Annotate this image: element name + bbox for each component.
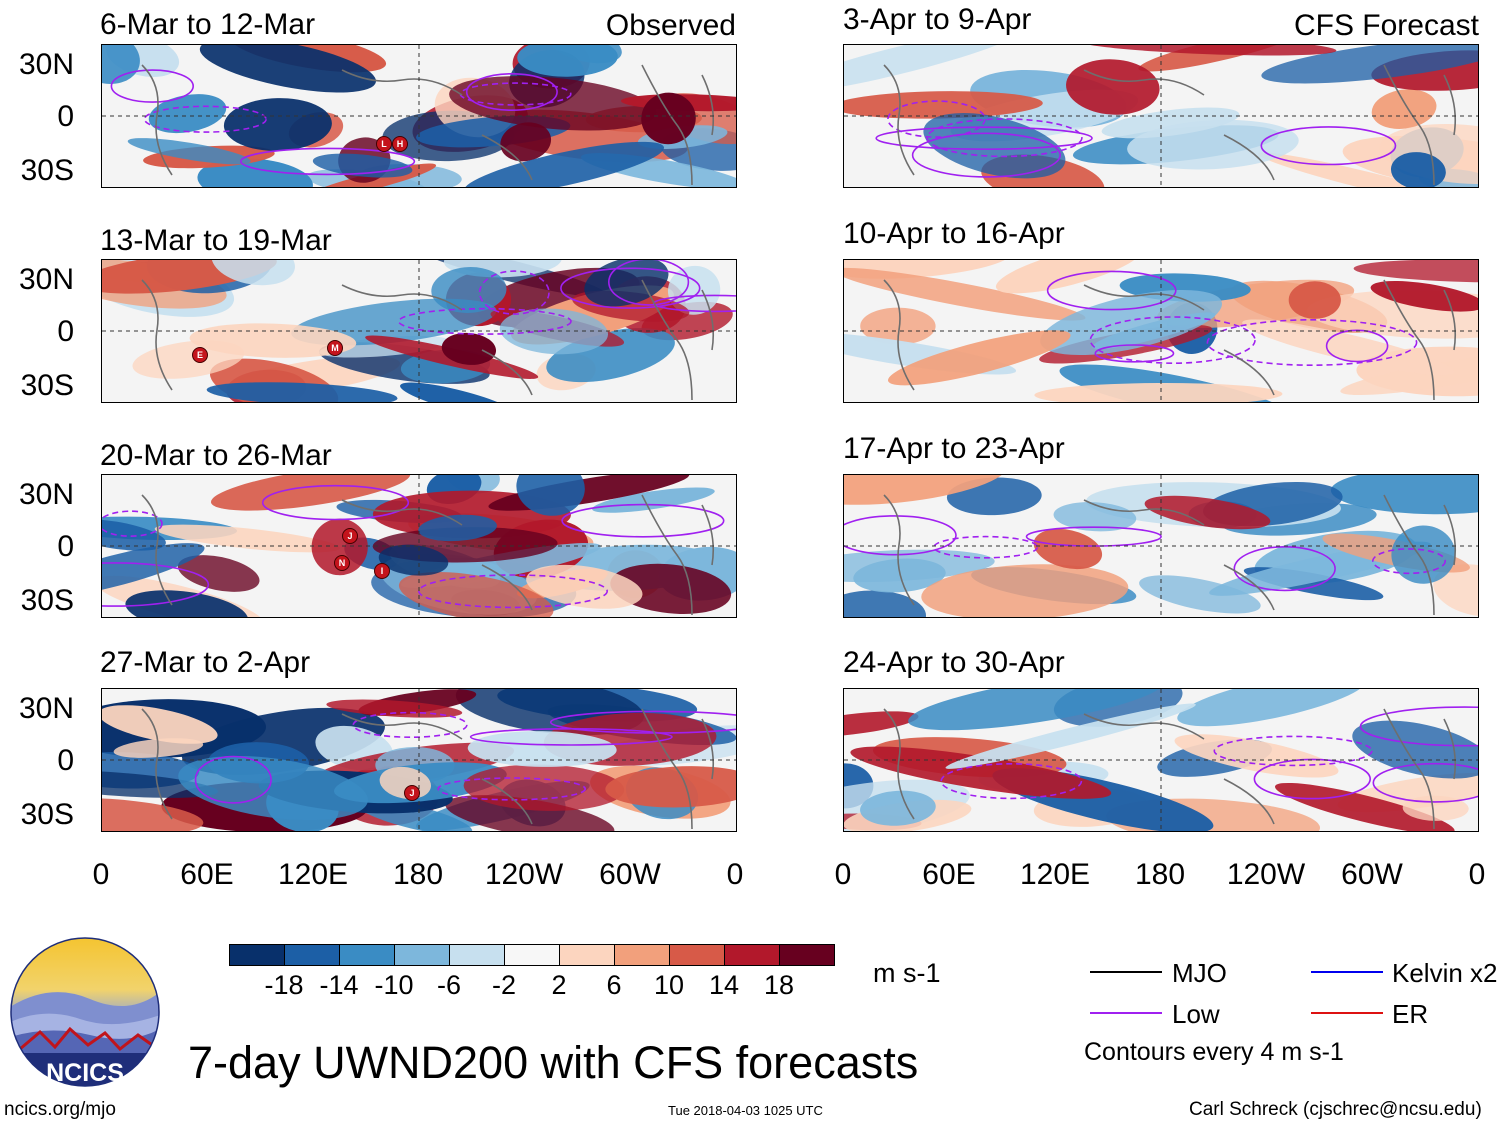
legend-er-label: ER <box>1392 999 1429 1029</box>
lat-30n: 30N <box>18 48 74 81</box>
colorbar-units: m s-1 <box>873 958 941 988</box>
storm-marker: M <box>327 340 343 356</box>
colorbar-label: -6 <box>436 970 461 1000</box>
map-panel-fcst-4 <box>843 688 1479 832</box>
lat-0: 0 <box>57 530 74 563</box>
colorbar-swatch <box>229 944 285 966</box>
colorbar-swatch <box>724 944 780 966</box>
map-panel-obs-4 <box>101 688 737 832</box>
colorbar-label: -14 <box>319 970 359 1000</box>
panel-title-obs-1: 6-Mar to 12-Mar <box>100 8 316 41</box>
lat-30s: 30S <box>20 584 74 617</box>
lon-120w: 120W <box>1226 858 1306 891</box>
lat-0: 0 <box>57 744 74 777</box>
lon-0-end: 0 <box>726 858 744 891</box>
lon-0: 0 <box>834 858 852 891</box>
lon-120e: 120E <box>1019 858 1091 891</box>
lon-0-end: 0 <box>1468 858 1486 891</box>
ncics-logo: NCICS <box>10 937 160 1087</box>
legend-er-line <box>1311 1012 1383 1014</box>
storm-marker: J <box>342 528 358 544</box>
storm-marker: I <box>374 563 390 579</box>
legend-low-label: Low <box>1172 999 1220 1029</box>
lon-180: 180 <box>392 858 444 891</box>
legend-kelvin-label: Kelvin x2 <box>1392 958 1498 988</box>
colorbar-swatch <box>449 944 505 966</box>
panel-title-obs-4: 27-Mar to 2-Apr <box>100 646 311 679</box>
lon-120e: 120E <box>277 858 349 891</box>
footer-url: ncics.org/mjo <box>4 1099 116 1120</box>
colorbar-label: 10 <box>653 970 685 1000</box>
colorbar-label: -18 <box>264 970 304 1000</box>
colorbar-label: -2 <box>491 970 516 1000</box>
storm-marker: J <box>404 785 420 801</box>
footer-author: Carl Schreck (cjschrec@ncsu.edu) <box>1189 1099 1482 1120</box>
colorbar-label: 2 <box>551 970 567 1000</box>
legend-kelvin-line <box>1311 971 1383 973</box>
colorbar-label: 18 <box>763 970 795 1000</box>
main-title: 7-day UWND200 with CFS forecasts <box>188 1037 919 1088</box>
cfs-forecast-label: CFS Forecast <box>1293 9 1479 42</box>
colorbar-swatch <box>284 944 340 966</box>
lon-120w: 120W <box>484 858 564 891</box>
logo-text: NCICS <box>46 1059 124 1087</box>
panel-title-fcst-1: 3-Apr to 9-Apr <box>843 3 1032 36</box>
colorbar-swatch <box>559 944 615 966</box>
panel-title-obs-3: 20-Mar to 26-Mar <box>100 439 332 472</box>
colorbar-label: 6 <box>606 970 622 1000</box>
map-panel-fcst-3 <box>843 474 1479 618</box>
colorbar-swatch <box>669 944 725 966</box>
panel-title-obs-2: 13-Mar to 19-Mar <box>100 224 332 257</box>
legend-mjo-line <box>1090 971 1162 973</box>
lat-30s: 30S <box>20 154 74 187</box>
map-panel-fcst-2 <box>843 259 1479 403</box>
lat-30s: 30S <box>20 798 74 831</box>
colorbar-swatch <box>339 944 395 966</box>
lon-60e: 60E <box>180 858 234 891</box>
lon-180: 180 <box>1134 858 1186 891</box>
lon-60w: 60W <box>1341 858 1403 891</box>
storm-marker: L <box>376 136 392 152</box>
panel-title-fcst-4: 24-Apr to 30-Apr <box>843 646 1065 679</box>
observed-label: Observed <box>605 9 736 42</box>
contours-note: Contours every 4 m s-1 <box>1084 1038 1344 1066</box>
colorbar-swatch <box>504 944 560 966</box>
panel-title-fcst-3: 17-Apr to 23-Apr <box>843 432 1065 465</box>
map-panel-obs-2 <box>101 259 737 403</box>
colorbar-swatch <box>394 944 450 966</box>
map-panel-fcst-1 <box>843 44 1479 188</box>
storm-marker: E <box>192 347 208 363</box>
map-panel-obs-1 <box>101 44 737 188</box>
lat-30s: 30S <box>20 369 74 402</box>
panel-title-fcst-2: 10-Apr to 16-Apr <box>843 217 1065 250</box>
lon-60w: 60W <box>599 858 661 891</box>
lon-0: 0 <box>92 858 110 891</box>
storm-marker: N <box>334 555 350 571</box>
colorbar-label: 14 <box>708 970 740 1000</box>
colorbar-swatch <box>779 944 835 966</box>
colorbar-swatch <box>614 944 670 966</box>
storm-marker: H <box>392 136 408 152</box>
legend-low-line <box>1090 1012 1162 1014</box>
lon-60e: 60E <box>922 858 976 891</box>
map-panel-obs-3 <box>101 474 737 618</box>
lat-0: 0 <box>57 100 74 133</box>
lat-0: 0 <box>57 315 74 348</box>
legend-mjo-label: MJO <box>1172 958 1227 988</box>
footer-timestamp: Tue 2018-04-03 1025 UTC <box>668 1103 823 1118</box>
lat-30n: 30N <box>18 478 74 511</box>
lat-30n: 30N <box>18 692 74 725</box>
colorbar-label: -10 <box>374 970 414 1000</box>
lat-30n: 30N <box>18 263 74 296</box>
